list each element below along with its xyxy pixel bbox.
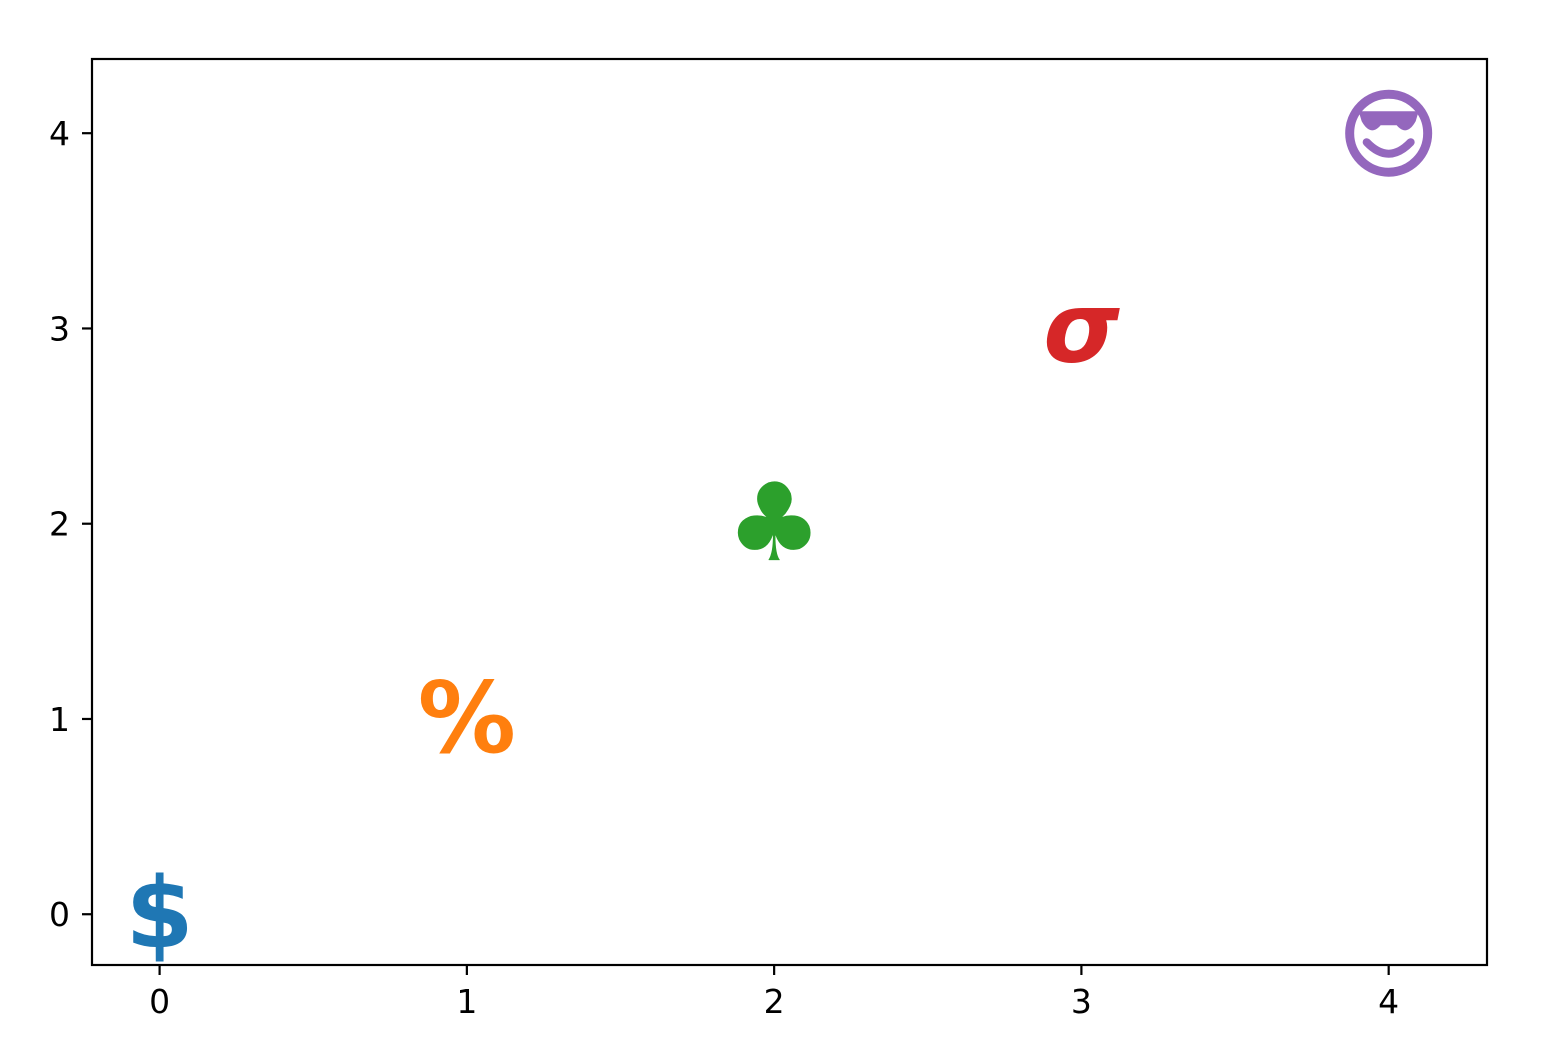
y-axis: 0 1 2 3 4 [49,114,92,934]
smiley-face-outline [1345,89,1433,177]
sunglasses-shape [1358,111,1419,131]
x-axis: 0 1 2 3 4 [149,965,1399,1021]
marker-greek-sigma: σ [1043,271,1120,385]
marker-smiling-face-with-sunglasses-icon [1345,89,1433,177]
y-tick-label: 1 [49,700,70,739]
smile-shape [1362,138,1415,158]
y-tick-label: 4 [49,114,70,153]
marker-dollar-sign: $ [125,857,193,971]
y-tick-label: 2 [49,505,70,544]
x-tick-label: 0 [149,982,170,1021]
x-tick-label: 1 [456,982,477,1021]
marker-club-suit: ♣ [726,461,823,586]
plot-area-frame [90,57,1489,967]
x-tick-label: 3 [1071,982,1092,1021]
x-tick-label: 4 [1378,982,1399,1021]
y-tick-label: 3 [49,309,70,348]
marker-percent-sign: % [418,662,516,776]
x-tick-label: 2 [764,982,785,1021]
y-tick-label: 0 [49,895,70,934]
data-points: $% ♣ σ [125,89,1433,971]
